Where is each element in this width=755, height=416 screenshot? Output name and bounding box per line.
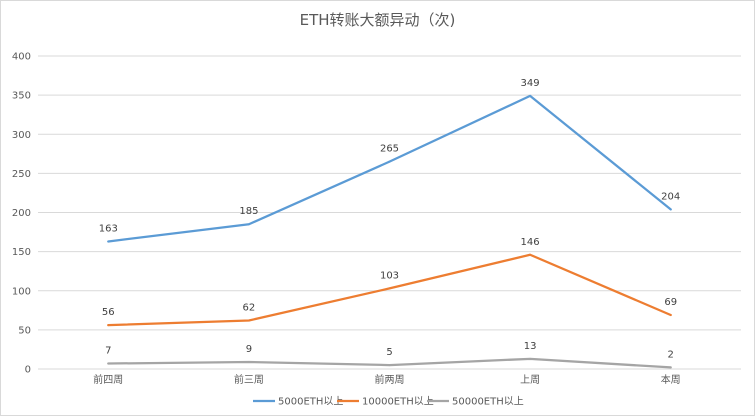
data-label: 62 (243, 302, 256, 313)
data-point (529, 94, 532, 97)
data-point (388, 364, 391, 367)
data-label: 163 (99, 223, 118, 234)
data-point (669, 314, 672, 317)
data-label: 349 (521, 78, 540, 89)
chart-title: ETH转账大额异动（次) (299, 11, 456, 29)
data-label: 2 (668, 349, 674, 360)
series-layer (107, 94, 672, 369)
series-line-0 (107, 94, 672, 243)
data-point (247, 360, 250, 363)
x-tick-label: 上周 (520, 374, 540, 386)
y-tick-label: 50 (18, 325, 31, 336)
legend: 5000ETH以上 10000ETH以上 50000ETH以上 (253, 396, 524, 408)
data-point (669, 366, 672, 369)
x-tick-label: 前三周 (234, 373, 264, 386)
y-tick-label: 400 (12, 52, 31, 63)
y-tick-label: 200 (12, 208, 31, 219)
legend-label: 10000ETH以上 (362, 396, 434, 408)
data-point (669, 208, 672, 211)
x-tick-label: 前四周 (93, 373, 123, 386)
data-label: 9 (246, 344, 252, 355)
data-label: 146 (521, 237, 540, 248)
data-labels: 163 185 265 349 204 56 62 103 146 69 7 9 5 13 2 (99, 78, 680, 361)
legend-label: 5000ETH以上 (278, 396, 343, 408)
y-tick-label: 0 (25, 365, 31, 376)
data-point (529, 253, 532, 256)
data-label: 56 (102, 307, 115, 318)
data-point (388, 287, 391, 290)
x-axis-ticks: 前四周 前三周 前两周 上周 本周 (93, 373, 680, 386)
x-tick-label: 前两周 (375, 373, 405, 386)
legend-label: 50000ETH以上 (452, 396, 524, 408)
data-point (107, 324, 110, 327)
y-tick-label: 300 (12, 130, 31, 141)
data-label: 5 (386, 347, 392, 358)
data-label: 103 (380, 270, 399, 281)
data-point (388, 160, 391, 163)
y-tick-label: 150 (12, 247, 31, 258)
data-label: 13 (524, 341, 537, 352)
data-label: 7 (105, 346, 111, 357)
data-label: 265 (380, 144, 399, 155)
gridlines (38, 55, 741, 370)
y-tick-label: 250 (12, 169, 31, 180)
data-point (107, 240, 110, 243)
data-point (247, 223, 250, 226)
data-label: 69 (664, 297, 677, 308)
data-point (107, 362, 110, 365)
data-point (247, 319, 250, 322)
y-tick-label: 350 (12, 91, 31, 102)
y-axis-ticks: 0 50 100 150 200 250 300 350 400 (12, 52, 31, 376)
data-point (529, 357, 532, 360)
series-line-2 (107, 357, 672, 369)
series-line-1 (107, 253, 672, 327)
data-label: 204 (661, 191, 680, 202)
y-tick-label: 100 (12, 286, 31, 297)
x-tick-label: 本周 (661, 373, 681, 386)
data-label: 185 (239, 206, 258, 217)
